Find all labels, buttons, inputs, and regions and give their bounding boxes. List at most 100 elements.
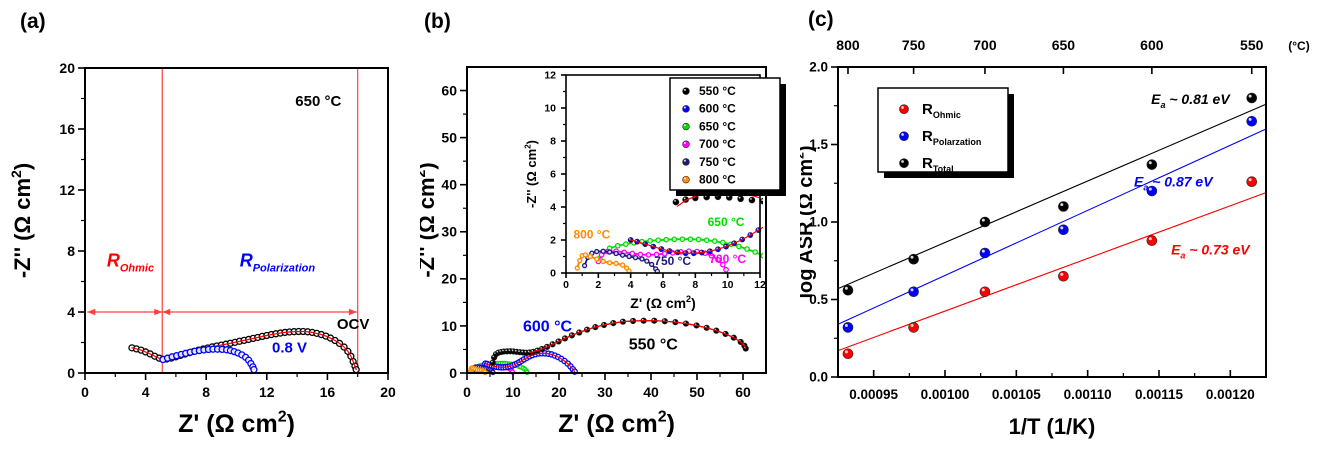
svg-text:750 °C: 750 °C bbox=[699, 155, 736, 169]
svg-text:650: 650 bbox=[1052, 37, 1076, 53]
svg-text:1.0: 1.0 bbox=[809, 215, 828, 230]
plot-a: 0 4 8 12 16 20 0 4 8 12 16 20 bbox=[59, 60, 396, 400]
svg-text:700: 700 bbox=[973, 37, 997, 53]
svg-text:60: 60 bbox=[735, 384, 751, 400]
svg-text:12: 12 bbox=[259, 384, 275, 400]
svg-text:60: 60 bbox=[441, 82, 457, 98]
svg-text:Ea ~ 0.87 eV: Ea ~ 0.87 eV bbox=[1134, 173, 1214, 192]
svg-text:550 °C: 550 °C bbox=[629, 336, 679, 353]
svg-text:0.00110: 0.00110 bbox=[1064, 387, 1112, 402]
svg-text:0.5: 0.5 bbox=[809, 292, 828, 307]
svg-text:800 °C: 800 °C bbox=[699, 173, 736, 187]
svg-text:Ea ~ 0.73 eV: Ea ~ 0.73 eV bbox=[1171, 242, 1251, 261]
svg-text:RPolarzation: RPolarzation bbox=[922, 128, 981, 147]
svg-text:600 °C: 600 °C bbox=[523, 319, 573, 336]
svg-text:750: 750 bbox=[902, 37, 926, 53]
svg-text:4: 4 bbox=[67, 304, 75, 320]
svg-text:16: 16 bbox=[320, 384, 336, 400]
a-ylabel: -Z'' (Ω cm2) bbox=[8, 163, 35, 278]
svg-text:20: 20 bbox=[380, 384, 396, 400]
svg-text:0: 0 bbox=[550, 268, 556, 280]
svg-text:2: 2 bbox=[595, 279, 601, 291]
panel-b: (b) 0 10 20 30 40 50 60 0 10 20 30 40 50 60 Z' (Ω cm2)… bbox=[420, 0, 800, 449]
svg-text:8: 8 bbox=[550, 136, 556, 148]
svg-text:40: 40 bbox=[441, 177, 457, 193]
svg-text:0: 0 bbox=[81, 384, 89, 400]
svg-text:8: 8 bbox=[692, 279, 698, 291]
panel-c: (c) 0.00095 0.00100 0.00105 0.00110 0.00115 0… bbox=[800, 0, 1328, 449]
series-550 °C bbox=[489, 317, 749, 366]
svg-text:16: 16 bbox=[59, 121, 75, 137]
svg-text:RPolarization: RPolarization bbox=[240, 250, 316, 274]
series-0.8 V bbox=[159, 345, 258, 374]
panel-b-letter: (b) bbox=[424, 10, 451, 33]
svg-text:0: 0 bbox=[449, 365, 457, 381]
arrhenius-asr-chart: 0.00095 0.00100 0.00105 0.00110 0.00115 0.001… bbox=[800, 37, 1310, 439]
b-ylabel: -Z'' (Ω cm2) bbox=[420, 162, 439, 277]
svg-text:20: 20 bbox=[551, 384, 567, 400]
svg-text:0: 0 bbox=[463, 384, 471, 400]
svg-text:10: 10 bbox=[505, 384, 521, 400]
panel-a-letter: (a) bbox=[20, 10, 46, 33]
svg-text:600 °C: 600 °C bbox=[699, 102, 736, 116]
svg-text:750 °C: 750 °C bbox=[654, 254, 691, 268]
svg-text:550: 550 bbox=[1240, 37, 1264, 53]
svg-text:4: 4 bbox=[628, 279, 634, 291]
svg-text:800 °C: 800 °C bbox=[573, 227, 610, 241]
svg-text:0: 0 bbox=[67, 365, 75, 381]
svg-text:OCV: OCV bbox=[337, 316, 370, 333]
series-c-1 bbox=[837, 115, 1267, 333]
plot-c: 0.00095 0.00100 0.00105 0.00110 0.00115 0.001… bbox=[809, 37, 1310, 402]
svg-text:2.0: 2.0 bbox=[809, 60, 828, 75]
svg-text:10: 10 bbox=[544, 103, 556, 115]
svg-text:700 °C: 700 °C bbox=[709, 252, 746, 266]
inset-axes: 0 2 4 6 8 10 12 0 2 4 6 8 10 12 bbox=[544, 70, 766, 291]
svg-text:8: 8 bbox=[67, 243, 75, 259]
a-xlabel: Z' (Ω cm2) bbox=[178, 409, 295, 439]
inset-xlabel: Z' (Ω cm2) bbox=[630, 294, 695, 311]
series-OCV bbox=[128, 327, 360, 374]
svg-text:550 °C: 550 °C bbox=[699, 84, 736, 98]
svg-text:2: 2 bbox=[550, 235, 556, 247]
legend: 550 °C 600 °C 650 °C 700 °C 750 °C 800 °C bbox=[669, 77, 786, 196]
b-xlabel: Z' (Ω cm2) bbox=[558, 409, 675, 439]
svg-text:Ea ~ 0.81 eV: Ea ~ 0.81 eV bbox=[1151, 91, 1231, 110]
svg-text:20: 20 bbox=[59, 60, 75, 76]
series-c-2 bbox=[837, 92, 1267, 296]
svg-text:0.00120: 0.00120 bbox=[1206, 387, 1255, 402]
inset-ylabel: -Z'' (Ω cm2) bbox=[524, 140, 539, 208]
svg-text:20: 20 bbox=[441, 271, 457, 287]
legend: ROhmic RPolarzation RTotal bbox=[877, 87, 1014, 178]
svg-text:10: 10 bbox=[722, 279, 734, 291]
svg-text:ROhmic: ROhmic bbox=[107, 250, 154, 274]
svg-text:12: 12 bbox=[544, 70, 556, 82]
c-xlabel: 1/T (1/K) bbox=[1009, 414, 1096, 439]
svg-text:0.8 V: 0.8 V bbox=[272, 339, 307, 356]
svg-text:50: 50 bbox=[441, 130, 457, 146]
svg-text:8: 8 bbox=[202, 384, 210, 400]
svg-text:0.00100: 0.00100 bbox=[921, 387, 970, 402]
svg-text:12: 12 bbox=[754, 279, 766, 291]
svg-text:6: 6 bbox=[550, 169, 556, 181]
c-ylabel: log ASR (Ω cm2) bbox=[800, 145, 817, 298]
svg-text:0.00115: 0.00115 bbox=[1135, 387, 1184, 402]
svg-text:10: 10 bbox=[441, 318, 457, 334]
svg-text:650 °C: 650 °C bbox=[699, 119, 736, 133]
svg-text:600: 600 bbox=[1140, 37, 1164, 53]
svg-text:0.0: 0.0 bbox=[809, 370, 828, 385]
panel-c-letter: (c) bbox=[808, 8, 834, 31]
svg-text:800: 800 bbox=[836, 37, 860, 53]
series-c-0 bbox=[837, 176, 1267, 360]
nyquist-650c-chart: 0 4 8 12 16 20 0 4 8 12 16 20 Z' (Ω cm2) -Z'' (Ω cm2)… bbox=[8, 60, 396, 439]
svg-text:12: 12 bbox=[59, 182, 75, 198]
svg-text:0.00105: 0.00105 bbox=[992, 387, 1041, 402]
top-axis-unit: (°C) bbox=[1288, 39, 1309, 53]
svg-text:ROhmic: ROhmic bbox=[922, 101, 961, 120]
panel-a: (a) 0 4 8 12 16 20 0 4 8 12 16 20 Z' (Ω cm2) -Z'' (Ω … bbox=[0, 0, 420, 449]
svg-text:6: 6 bbox=[660, 279, 666, 291]
svg-text:30: 30 bbox=[597, 384, 613, 400]
svg-text:1.5: 1.5 bbox=[809, 137, 828, 152]
